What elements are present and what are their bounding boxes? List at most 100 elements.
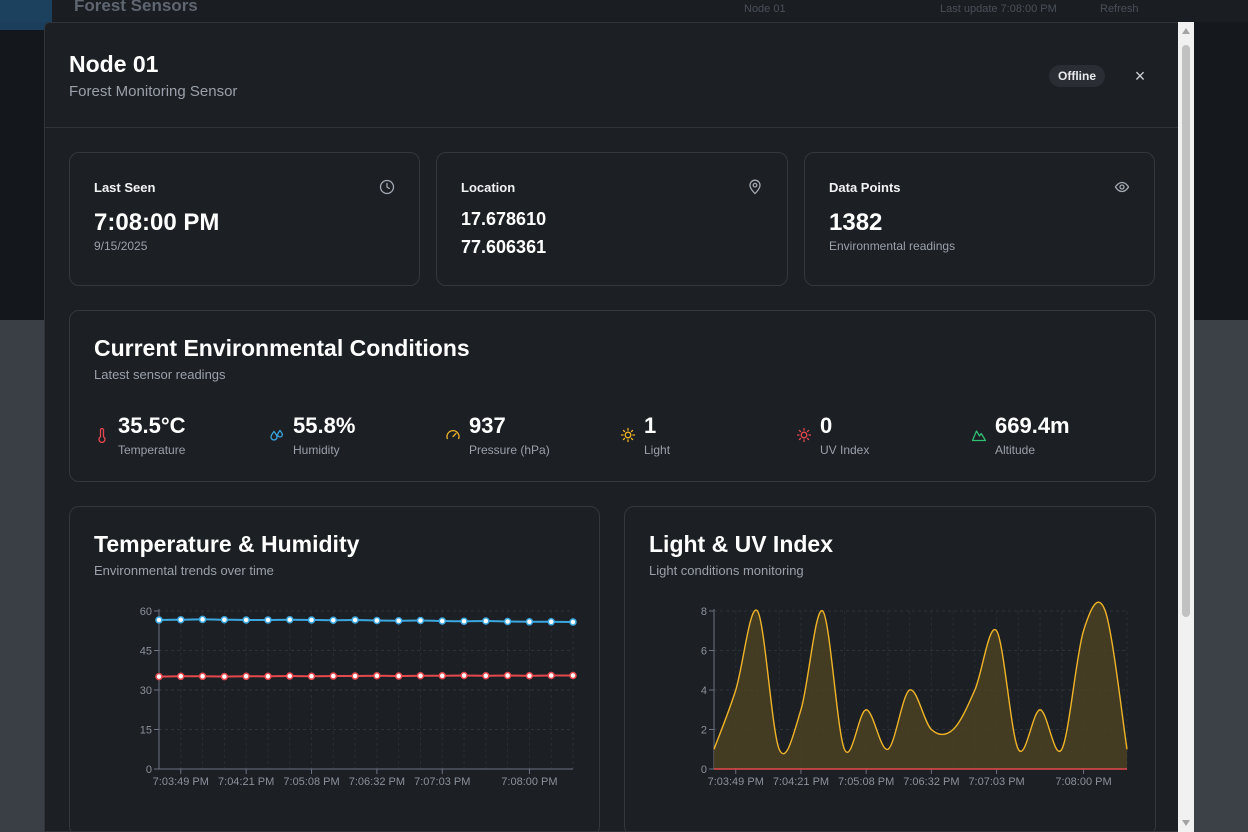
series-point-1 — [394, 672, 403, 680]
series-point-1 — [198, 672, 207, 681]
metric-value: 937 — [469, 413, 506, 438]
series-point-0 — [373, 616, 381, 625]
series-point-0 — [438, 617, 447, 625]
background-right-panel — [1194, 22, 1248, 320]
location-longitude: 77.606361 — [461, 237, 547, 257]
temp-humidity-chart: 0 15 30 45 60 7:03:49 PM 7:04:21 PM 7:05:08 PM 7… — [140, 606, 577, 788]
scroll-up-arrow-icon[interactable] — [1182, 28, 1190, 34]
series-point-1 — [460, 671, 468, 680]
background-logo — [0, 0, 52, 30]
node-detail-modal: Node 01 Forest Monitoring Sensor Offline… — [44, 22, 1194, 832]
scroll-thumb[interactable] — [1182, 45, 1190, 617]
last-seen-date: 9/15/2025 — [94, 239, 148, 253]
y-tick-label: 15 — [140, 725, 152, 737]
series-point-1 — [285, 672, 294, 680]
thermometer-icon — [98, 427, 106, 443]
y-tick-label: 60 — [140, 606, 152, 618]
series-point-1 — [416, 672, 425, 680]
close-button[interactable]: × — [1129, 65, 1151, 87]
status-badge: Offline — [1049, 65, 1105, 87]
metric-value: 1 — [644, 413, 657, 438]
conditions-card: Current Environmental Conditions Latest … — [69, 310, 1156, 482]
light-uv-subtitle: Light conditions monitoring — [649, 563, 804, 578]
x-tick-label: 7:06:32 PM — [349, 776, 405, 788]
series-area-0 — [714, 602, 1127, 769]
series-point-0 — [155, 616, 163, 624]
gauge-icon — [446, 429, 460, 440]
y-tick-label: 45 — [140, 646, 152, 658]
metric-label: Pressure (hPa) — [469, 443, 550, 457]
modal-subtitle: Forest Monitoring Sensor — [69, 83, 238, 100]
temp-humidity-title: Temperature & Humidity — [94, 531, 360, 557]
x-tick-label: 7:08:00 PM — [1055, 776, 1111, 788]
series-point-1 — [351, 672, 359, 680]
metric-label: UV Index — [820, 443, 870, 457]
y-tick-label: 2 — [701, 725, 707, 737]
map-pin-icon — [749, 179, 761, 195]
modal-header: Node 01 Forest Monitoring Sensor Offline… — [45, 23, 1179, 128]
data-points-card: Data Points 1382 Environmental readings — [804, 152, 1155, 286]
y-tick-label: 30 — [140, 685, 152, 697]
y-tick-label: 4 — [701, 685, 707, 697]
x-tick-label: 7:07:03 PM — [414, 776, 470, 788]
temp-humidity-card: Temperature & Humidity Environmental tre… — [69, 506, 600, 831]
temp-humidity-subtitle: Environmental trends over time — [94, 563, 274, 578]
location-card: Location 17.678610 77.606361 — [436, 152, 788, 286]
series-point-0 — [460, 617, 468, 626]
droplets-icon — [270, 429, 283, 441]
y-tick-label: 0 — [146, 764, 152, 776]
modal-scrollbar[interactable] — [1178, 22, 1194, 832]
x-tick-label: 7:04:21 PM — [773, 776, 829, 788]
scroll-down-arrow-icon[interactable] — [1182, 820, 1190, 826]
data-points-caption: Environmental readings — [829, 239, 956, 253]
eye-icon — [1114, 181, 1130, 193]
series-point-1 — [177, 672, 185, 681]
series-point-0 — [394, 616, 403, 625]
x-tick-label: 7:03:49 PM — [708, 776, 764, 788]
location-label: Location — [461, 180, 516, 195]
x-tick-label: 7:05:08 PM — [838, 776, 894, 788]
series-point-0 — [264, 616, 272, 624]
series-point-1 — [525, 672, 534, 680]
series-line-0 — [713, 601, 1128, 755]
series-point-0 — [547, 618, 555, 626]
y-tick-label: 6 — [701, 646, 707, 658]
metric-value: 0 — [820, 413, 833, 438]
metric-label: Humidity — [293, 443, 340, 457]
metric-value: 55.8% — [293, 413, 356, 438]
metric-label: Light — [644, 443, 671, 457]
x-tick-label: 7:07:03 PM — [968, 776, 1024, 788]
clock-icon — [379, 179, 395, 195]
background-nav-refresh: Refresh — [1100, 3, 1139, 15]
series-point-0 — [198, 615, 207, 624]
background-right-lower — [1194, 320, 1248, 832]
mountain-icon — [971, 430, 987, 442]
location-latitude: 17.678610 — [461, 209, 547, 229]
conditions-subtitle: Latest sensor readings — [94, 367, 226, 382]
background-header — [0, 0, 1248, 22]
series-point-1 — [242, 672, 250, 681]
last-seen-card: Last Seen 7:08:00 PM 9/15/2025 — [69, 152, 420, 286]
series-point-1 — [438, 672, 447, 680]
y-tick-label: 0 — [701, 764, 707, 776]
background-title: Forest Sensors — [74, 0, 198, 15]
background-nav-node: Node 01 — [744, 3, 786, 15]
sun-icon — [620, 427, 636, 443]
series-point-0 — [482, 617, 490, 625]
series-point-1 — [307, 672, 316, 681]
metric-value: 669.4m — [995, 413, 1070, 438]
series-point-1 — [373, 672, 381, 680]
x-tick-label: 7:04:21 PM — [218, 776, 274, 788]
series-point-1 — [155, 672, 163, 681]
series-point-0 — [242, 616, 250, 624]
series-point-0 — [416, 616, 425, 625]
metric-value: 35.5°C — [118, 413, 186, 438]
uv-sun-icon — [796, 427, 812, 443]
last-seen-time: 7:08:00 PM — [94, 209, 220, 236]
close-icon: × — [1134, 66, 1146, 86]
series-point-0 — [525, 618, 534, 626]
series-point-1 — [569, 671, 577, 680]
series-point-1 — [329, 672, 338, 680]
data-points-label: Data Points — [829, 180, 901, 195]
series-point-1 — [482, 672, 490, 680]
